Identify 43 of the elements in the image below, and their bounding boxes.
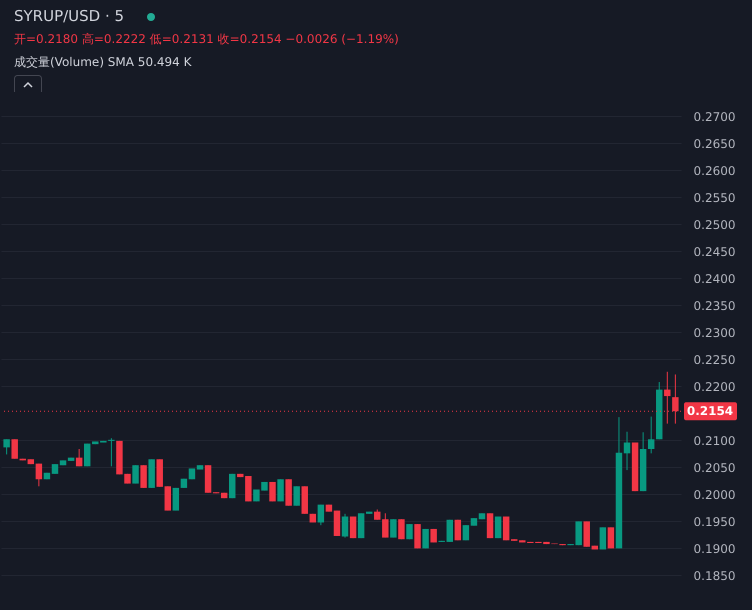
y-tick-label: 0.2500	[694, 218, 736, 232]
candlestick	[342, 513, 348, 538]
candlestick	[624, 431, 630, 471]
y-tick-label: 0.2000	[694, 488, 736, 502]
y-tick-label: 0.2200	[694, 380, 736, 394]
y-tick-label: 0.1950	[694, 514, 736, 529]
candlestick	[430, 528, 437, 543]
candlestick	[648, 416, 654, 454]
candlestick	[52, 464, 58, 474]
candlestick	[318, 504, 324, 526]
text: 成交量(Volume) SMA 50.494 K	[14, 54, 192, 71]
y-tick-label: 0.2650	[694, 136, 736, 151]
y-tick-label: 0.2350	[694, 298, 736, 313]
chart-title: SYRUP/USD · 5	[14, 7, 124, 25]
candlestick	[76, 448, 82, 467]
y-tick-label: 0.2600	[694, 164, 736, 178]
candlestick	[140, 464, 147, 488]
y-tick-label: 0.2300	[694, 326, 736, 340]
y-tick-label: 0.2550	[694, 190, 736, 205]
y-tick-label: 0.2700	[694, 110, 736, 124]
candlestick	[608, 526, 614, 549]
candlestick	[454, 519, 462, 541]
candlestick	[494, 516, 502, 539]
y-tick-label: 0.2100	[694, 434, 736, 448]
candlestick	[390, 518, 397, 538]
y-tick-label: 0.2400	[694, 272, 736, 286]
y-tick-label: 0.2450	[694, 244, 736, 259]
y-tick-label: 0.2050	[694, 460, 736, 475]
y-tick-label: 0.2250	[694, 352, 736, 367]
candlestick	[108, 438, 115, 467]
candlestick	[398, 518, 405, 540]
chart-subtitle: 开=0.2180 高=0.2222 低=0.2131 收=0.2154 −0.0026 (−1.19%)	[14, 31, 400, 48]
candlestick	[269, 481, 276, 502]
candlestick	[277, 478, 284, 502]
candlestick	[422, 528, 429, 549]
y-tick-label: 0.1850	[694, 568, 736, 583]
candlestick	[600, 526, 606, 550]
candlestick	[350, 516, 356, 539]
candlestick	[132, 464, 139, 484]
candlestick	[3, 438, 10, 455]
candlestick	[406, 524, 413, 540]
ref-line-label: 0.2154	[686, 404, 734, 418]
y-tick-label: 0.1900	[694, 542, 736, 556]
